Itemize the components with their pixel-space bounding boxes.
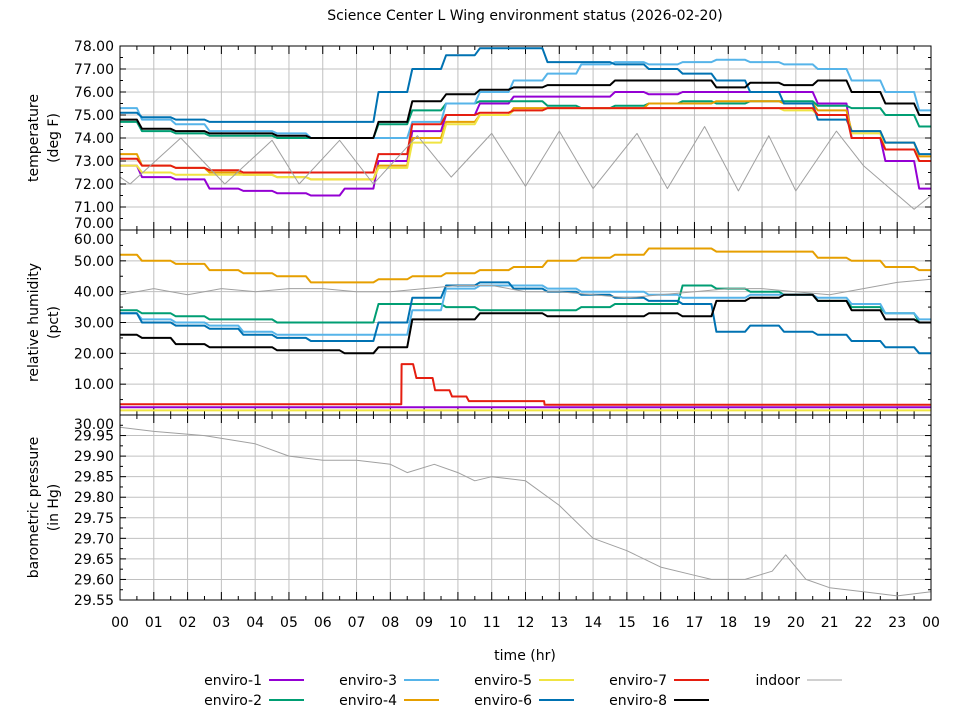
series-line-enviro-6 xyxy=(120,47,931,156)
y-tick-label: 10.00 xyxy=(74,377,114,393)
series-line-enviro-6 xyxy=(120,281,931,355)
x-tick-label: 06 xyxy=(314,615,332,631)
y-tick-label: 20.00 xyxy=(74,346,114,362)
x-tick-label: 09 xyxy=(415,615,433,631)
plot-frame xyxy=(119,414,932,601)
x-tick-label: 16 xyxy=(652,615,670,631)
y-tick-label: 30.00 xyxy=(74,316,114,332)
y-axis-label: relative humidity (pct) xyxy=(26,263,62,382)
legend-label: indoor xyxy=(755,673,800,689)
x-tick-label: 12 xyxy=(517,615,535,631)
series-line-enviro-8 xyxy=(120,293,931,355)
legend-label: enviro-4 xyxy=(339,693,397,709)
legend-item-enviro-6: enviro-6 xyxy=(474,693,574,709)
x-tick-label: 14 xyxy=(584,615,602,631)
y-axis-label: barometric pressure (in Hg) xyxy=(26,437,62,578)
x-tick-label: 20 xyxy=(787,615,805,631)
legend-label: enviro-6 xyxy=(474,693,532,709)
y-axis-label: temperature (deg F) xyxy=(26,94,62,182)
series-line-enviro-2 xyxy=(120,100,931,139)
y-tick-label: 76.00 xyxy=(74,85,114,101)
x-tick-label: 01 xyxy=(145,615,163,631)
x-tick-label: 08 xyxy=(381,615,399,631)
x-tick-label: 07 xyxy=(348,615,366,631)
x-tick-label: 00 xyxy=(922,615,940,631)
legend-label: enviro-2 xyxy=(204,693,262,709)
y-tick-label: 78.00 xyxy=(74,39,114,55)
legend-label: enviro-7 xyxy=(609,673,667,689)
series-line-enviro-7 xyxy=(120,363,931,406)
series-line-indoor xyxy=(119,426,932,597)
chart-title: Science Center L Wing environment status… xyxy=(327,8,723,24)
legend-label: enviro-8 xyxy=(609,693,667,709)
series-line-enviro-4 xyxy=(120,247,931,284)
y-axis-label-line: relative humidity xyxy=(26,263,42,382)
series-line-enviro-8 xyxy=(120,79,931,139)
y-tick-label: 29.95 xyxy=(74,429,114,445)
x-tick-label: 15 xyxy=(618,615,636,631)
x-tick-label: 00 xyxy=(111,615,129,631)
y-tick-label: 29.60 xyxy=(74,572,114,588)
panel-3: 29.55 29.60 29.65 29.70 29.75 29.80 29.85 29.90… xyxy=(26,414,932,609)
x-tick-label: 22 xyxy=(855,615,873,631)
x-tick-label: 23 xyxy=(888,615,906,631)
series-line-indoor xyxy=(119,126,932,210)
x-tick-label: 19 xyxy=(753,615,771,631)
y-tick-label: 75.00 xyxy=(74,108,114,124)
legend-item-enviro-4: enviro-4 xyxy=(339,693,439,709)
series-line-enviro-3 xyxy=(120,58,931,139)
y-tick-label: 29.75 xyxy=(74,511,114,527)
y-axis-label-line: barometric pressure xyxy=(26,437,42,578)
y-tick-label: 74.00 xyxy=(74,131,114,147)
panel-2: 10.00 20.00 30.00 40.00 50.00 60.00 relative h… xyxy=(26,229,932,416)
y-tick-label: 29.80 xyxy=(74,490,114,506)
legend-item-enviro-2: enviro-2 xyxy=(204,693,304,709)
y-tick-label: 70.00 xyxy=(74,216,114,232)
y-tick-label: 71.00 xyxy=(74,200,114,216)
y-tick-label: 60.00 xyxy=(74,232,114,248)
x-tick-label: 05 xyxy=(280,615,298,631)
x-tick-label: 11 xyxy=(483,615,501,631)
y-tick-label: 29.70 xyxy=(74,531,114,547)
x-tick-label: 21 xyxy=(821,615,839,631)
x-tick-label: 03 xyxy=(212,615,230,631)
y-tick-label: 77.00 xyxy=(74,62,114,78)
y-tick-label: 29.65 xyxy=(74,552,114,568)
legend-item-indoor: indoor xyxy=(755,673,842,689)
y-tick-label: 30.00 xyxy=(74,417,114,433)
x-tick-label: 18 xyxy=(719,615,737,631)
series-line-indoor xyxy=(119,278,932,299)
x-axis-label: time (hr) xyxy=(494,648,556,664)
legend-label: enviro-1 xyxy=(204,673,262,689)
y-tick-label: 72.00 xyxy=(74,177,114,193)
legend: enviro-1 enviro-2 enviro-3 enviro-4 enviro-5… xyxy=(204,673,842,709)
y-tick-label: 29.90 xyxy=(74,449,114,465)
x-tick-label: 10 xyxy=(449,615,467,631)
series-line-enviro-7 xyxy=(120,107,931,174)
legend-label: enviro-3 xyxy=(339,673,397,689)
y-tick-label: 40.00 xyxy=(74,285,114,301)
legend-item-enviro-5: enviro-5 xyxy=(474,673,574,689)
y-axis-label-line: (pct) xyxy=(46,306,62,339)
series-line-enviro-1 xyxy=(120,91,931,197)
legend-item-enviro-1: enviro-1 xyxy=(204,673,304,689)
x-tick-label: 13 xyxy=(550,615,568,631)
y-axis-label-line: (in Hg) xyxy=(46,484,62,532)
y-tick-label: 50.00 xyxy=(74,254,114,270)
y-tick-label: 29.85 xyxy=(74,470,114,486)
y-axis-label-line: (deg F) xyxy=(46,113,62,163)
legend-item-enviro-7: enviro-7 xyxy=(609,673,709,689)
legend-label: enviro-5 xyxy=(474,673,532,689)
y-axis-label-line: temperature xyxy=(26,94,42,182)
y-tick-label: 73.00 xyxy=(74,154,114,170)
legend-item-enviro-3: enviro-3 xyxy=(339,673,439,689)
x-tick-labels: 00 01 02 03 04 05 06 07 08 09 10 11 12 13 14 15 16 17 18 19… xyxy=(111,615,940,631)
x-tick-label: 04 xyxy=(246,615,264,631)
x-tick-label: 17 xyxy=(686,615,704,631)
y-tick-label: 29.55 xyxy=(74,593,114,609)
x-tick-label: 02 xyxy=(179,615,197,631)
legend-item-enviro-8: enviro-8 xyxy=(609,693,709,709)
